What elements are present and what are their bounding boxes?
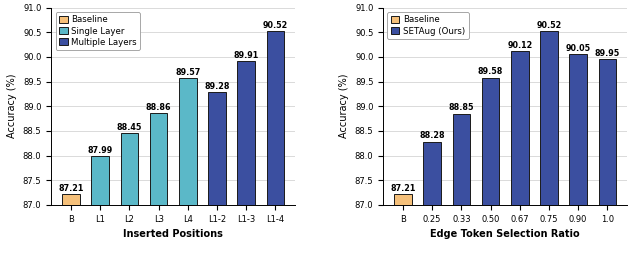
Bar: [208, 92, 226, 205]
Bar: [62, 195, 80, 205]
Bar: [237, 61, 255, 205]
Text: 88.86: 88.86: [146, 103, 172, 112]
Legend: Baseline, SETAug (Ours): Baseline, SETAug (Ours): [387, 12, 468, 39]
Text: 90.05: 90.05: [566, 44, 591, 53]
Text: 88.85: 88.85: [449, 103, 474, 112]
Text: 87.21: 87.21: [390, 184, 415, 193]
Bar: [482, 78, 499, 205]
Bar: [511, 51, 529, 205]
Text: 89.58: 89.58: [478, 67, 503, 76]
Text: 90.12: 90.12: [507, 40, 532, 50]
Text: 87.99: 87.99: [88, 145, 113, 155]
Text: 89.28: 89.28: [204, 82, 230, 91]
Text: 90.52: 90.52: [263, 21, 288, 30]
Bar: [121, 133, 138, 205]
Text: 89.95: 89.95: [595, 49, 620, 58]
X-axis label: Inserted Positions: Inserted Positions: [124, 229, 223, 239]
Bar: [570, 55, 587, 205]
Text: 88.45: 88.45: [116, 123, 142, 132]
Text: 89.57: 89.57: [175, 68, 200, 77]
Bar: [267, 31, 284, 205]
Y-axis label: Accuracy (%): Accuracy (%): [7, 74, 17, 138]
Bar: [92, 156, 109, 205]
Text: 89.91: 89.91: [234, 51, 259, 60]
Bar: [452, 114, 470, 205]
Bar: [540, 31, 557, 205]
Y-axis label: Accuracy (%): Accuracy (%): [339, 74, 349, 138]
Bar: [394, 195, 412, 205]
Text: 88.28: 88.28: [419, 131, 445, 140]
Bar: [424, 142, 441, 205]
Bar: [179, 78, 196, 205]
X-axis label: Edge Token Selection Ratio: Edge Token Selection Ratio: [430, 229, 580, 239]
Bar: [598, 59, 616, 205]
Text: 90.52: 90.52: [536, 21, 561, 30]
Bar: [150, 113, 168, 205]
Text: 87.21: 87.21: [58, 184, 84, 193]
Legend: Baseline, Single Layer, Multiple Layers: Baseline, Single Layer, Multiple Layers: [56, 12, 140, 50]
